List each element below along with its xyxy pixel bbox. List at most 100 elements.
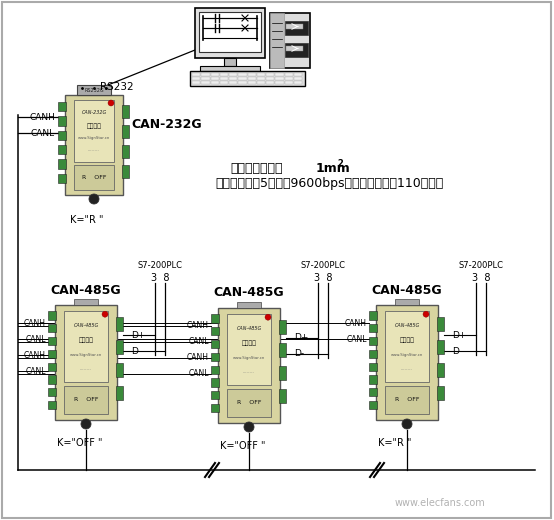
Text: CANH: CANH bbox=[187, 321, 209, 331]
Bar bbox=[48, 362, 56, 371]
Bar bbox=[211, 327, 219, 335]
Bar bbox=[257, 73, 265, 76]
Bar bbox=[369, 311, 377, 320]
Text: 图星电子: 图星电子 bbox=[242, 341, 257, 346]
Bar bbox=[285, 81, 293, 84]
Bar bbox=[74, 100, 114, 162]
Text: 3  8: 3 8 bbox=[314, 273, 332, 283]
Circle shape bbox=[402, 419, 412, 429]
Bar bbox=[116, 317, 123, 331]
Text: D+: D+ bbox=[131, 331, 145, 340]
Bar bbox=[74, 165, 114, 190]
Text: K="OFF ": K="OFF " bbox=[57, 438, 102, 448]
Text: 1mm: 1mm bbox=[316, 162, 351, 175]
Text: CANH: CANH bbox=[24, 350, 46, 359]
Text: CANL: CANL bbox=[346, 334, 367, 344]
Bar bbox=[285, 21, 309, 35]
Bar bbox=[211, 77, 219, 80]
Bar bbox=[369, 375, 377, 384]
Bar bbox=[248, 73, 256, 76]
Text: K="R ": K="R " bbox=[70, 215, 104, 225]
Bar bbox=[385, 311, 429, 382]
Bar bbox=[285, 77, 293, 80]
Bar bbox=[266, 81, 274, 84]
Bar bbox=[48, 350, 56, 358]
Text: CAN-485G: CAN-485G bbox=[394, 322, 419, 328]
Bar bbox=[286, 46, 303, 51]
Bar bbox=[275, 81, 284, 84]
Text: RS232: RS232 bbox=[100, 82, 134, 92]
Text: R    OFF: R OFF bbox=[74, 397, 98, 402]
Bar bbox=[394, 299, 419, 305]
Bar bbox=[48, 337, 56, 345]
Bar bbox=[270, 13, 284, 68]
Circle shape bbox=[102, 311, 108, 317]
Bar bbox=[270, 13, 310, 68]
Bar bbox=[376, 305, 438, 420]
Text: 图星电子: 图星电子 bbox=[399, 338, 414, 344]
Bar bbox=[275, 73, 284, 76]
Text: S7-200PLC: S7-200PLC bbox=[459, 262, 504, 270]
Text: CANL: CANL bbox=[31, 128, 55, 137]
Bar bbox=[279, 388, 286, 404]
Bar bbox=[211, 73, 219, 76]
Bar bbox=[48, 324, 56, 332]
Bar bbox=[64, 311, 108, 382]
Bar bbox=[275, 77, 284, 80]
Text: --------: -------- bbox=[88, 149, 100, 153]
Bar bbox=[294, 77, 302, 80]
Bar bbox=[248, 77, 256, 80]
Bar bbox=[294, 73, 302, 76]
Bar bbox=[74, 299, 99, 305]
Text: CANL: CANL bbox=[25, 334, 46, 344]
Bar bbox=[286, 24, 303, 29]
Text: www.elecfans.com: www.elecfans.com bbox=[395, 498, 486, 508]
Bar bbox=[122, 105, 129, 118]
Bar bbox=[192, 81, 200, 84]
Bar bbox=[220, 77, 228, 80]
Text: D+: D+ bbox=[294, 333, 309, 343]
Bar bbox=[116, 385, 123, 400]
Text: 图星电子: 图星电子 bbox=[86, 123, 101, 129]
Bar bbox=[48, 388, 56, 396]
Bar bbox=[211, 340, 219, 348]
Bar bbox=[48, 311, 56, 320]
Bar bbox=[201, 73, 209, 76]
Bar bbox=[224, 58, 236, 66]
Bar bbox=[369, 388, 377, 396]
Circle shape bbox=[244, 422, 254, 432]
Bar bbox=[248, 81, 256, 84]
Text: CANH: CANH bbox=[24, 318, 46, 328]
Text: CAN-485G: CAN-485G bbox=[73, 322, 99, 328]
Circle shape bbox=[81, 419, 91, 429]
Text: R    OFF: R OFF bbox=[395, 397, 419, 402]
Bar bbox=[369, 362, 377, 371]
Bar bbox=[257, 77, 265, 80]
Bar bbox=[238, 77, 247, 80]
Bar bbox=[58, 174, 66, 183]
Text: R    OFF: R OFF bbox=[82, 175, 106, 180]
Text: 图星电子: 图星电子 bbox=[79, 338, 94, 344]
Bar bbox=[294, 81, 302, 84]
Bar bbox=[437, 385, 444, 400]
Bar bbox=[229, 81, 237, 84]
Text: 双绞线截面积：: 双绞线截面积： bbox=[230, 162, 283, 175]
Bar bbox=[369, 337, 377, 345]
Bar bbox=[369, 401, 377, 409]
Bar bbox=[211, 404, 219, 412]
Text: R    OFF: R OFF bbox=[237, 400, 261, 406]
Bar bbox=[279, 343, 286, 357]
Bar bbox=[237, 302, 261, 308]
Bar bbox=[199, 12, 261, 52]
Bar bbox=[279, 319, 286, 334]
Bar bbox=[122, 165, 129, 178]
Text: --------: -------- bbox=[243, 370, 255, 374]
Text: RS232G: RS232G bbox=[84, 87, 104, 93]
Text: S7-200PLC: S7-200PLC bbox=[300, 262, 346, 270]
Bar bbox=[369, 350, 377, 358]
Bar bbox=[437, 317, 444, 331]
Circle shape bbox=[108, 100, 114, 106]
Bar bbox=[437, 362, 444, 378]
Text: CAN-232G: CAN-232G bbox=[131, 119, 202, 132]
Text: CANL: CANL bbox=[25, 367, 46, 375]
